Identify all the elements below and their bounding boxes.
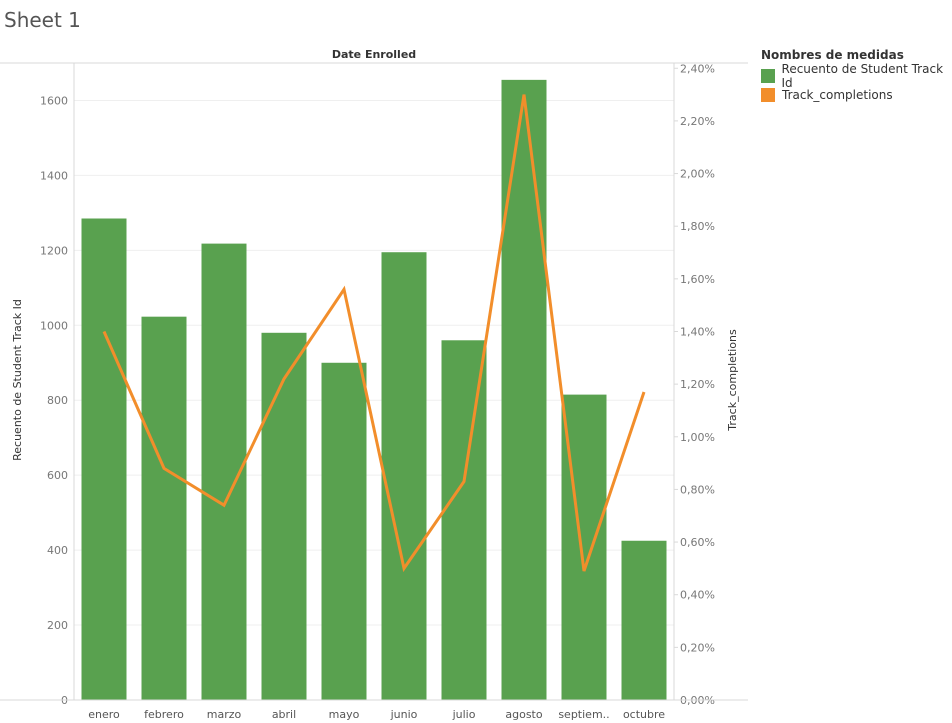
y-tick-label: 1200 xyxy=(40,244,68,257)
y2-tick-label: 1,60% xyxy=(680,273,715,286)
bar xyxy=(81,218,127,701)
legend: Nombres de medidas Recuento de Student T… xyxy=(761,48,952,104)
line-series xyxy=(102,94,646,573)
y-tick-label: 1600 xyxy=(40,94,68,107)
bar xyxy=(501,79,547,701)
y-tick-label: 1400 xyxy=(40,169,68,182)
bar xyxy=(141,316,187,700)
x-tick-label: julio xyxy=(452,708,476,721)
y2-tick-label: 0,20% xyxy=(680,641,715,654)
y-axis-label: Recuento de Student Track Id xyxy=(11,299,24,461)
y2-tick-label: 1,40% xyxy=(680,325,715,338)
bars xyxy=(81,79,667,701)
axes: 020040060080010001200140016000,00%0,20%0… xyxy=(0,62,748,721)
x-tick-label: mayo xyxy=(329,708,360,721)
x-tick-label: febrero xyxy=(144,708,184,721)
y2-tick-label: 1,80% xyxy=(680,220,715,233)
x-tick-label: octubre xyxy=(623,708,665,721)
legend-swatch-count xyxy=(761,68,775,83)
legend-label-count: Recuento de Student Track Id xyxy=(781,61,944,90)
y2-tick-label: 0,80% xyxy=(680,483,715,496)
y2-tick-label: 2,40% xyxy=(680,62,715,75)
x-tick-label: enero xyxy=(88,708,120,721)
y-tick-label: 200 xyxy=(47,619,68,632)
y-tick-label: 600 xyxy=(47,469,68,482)
bar xyxy=(321,362,367,700)
y2-tick-label: 1,20% xyxy=(680,378,715,391)
completions-line xyxy=(102,94,646,573)
x-tick-label: junio xyxy=(390,708,418,721)
y-tick-label: 1000 xyxy=(40,319,68,332)
y2-tick-label: 0,40% xyxy=(680,589,715,602)
legend-label-completions: Track_completions xyxy=(782,87,893,102)
x-tick-label: septiem.. xyxy=(558,708,609,721)
legend-item-count[interactable]: Recuento de Student Track Id xyxy=(761,62,952,90)
chart-title: Date Enrolled xyxy=(332,48,416,61)
legend-title: Nombres de medidas xyxy=(761,48,904,62)
bar xyxy=(441,340,487,700)
x-tick-label: agosto xyxy=(505,708,542,721)
x-tick-label: marzo xyxy=(207,708,242,721)
y2-tick-label: 0,60% xyxy=(680,536,715,549)
legend-item-completions[interactable]: Track_completions xyxy=(761,85,952,104)
y2-tick-label: 2,00% xyxy=(680,168,715,181)
x-tick-label: abril xyxy=(272,708,296,721)
bar xyxy=(381,252,427,700)
bar xyxy=(261,332,307,700)
legend-swatch-completions xyxy=(761,87,775,102)
y2-axis-label: Track_completions xyxy=(726,329,739,432)
sheet-title: Sheet 1 xyxy=(4,8,81,32)
y-tick-label: 800 xyxy=(47,394,68,407)
y2-tick-label: 2,20% xyxy=(680,115,715,128)
y-tick-label: 400 xyxy=(47,544,68,557)
y2-tick-label: 1,00% xyxy=(680,431,715,444)
bar xyxy=(621,540,667,700)
